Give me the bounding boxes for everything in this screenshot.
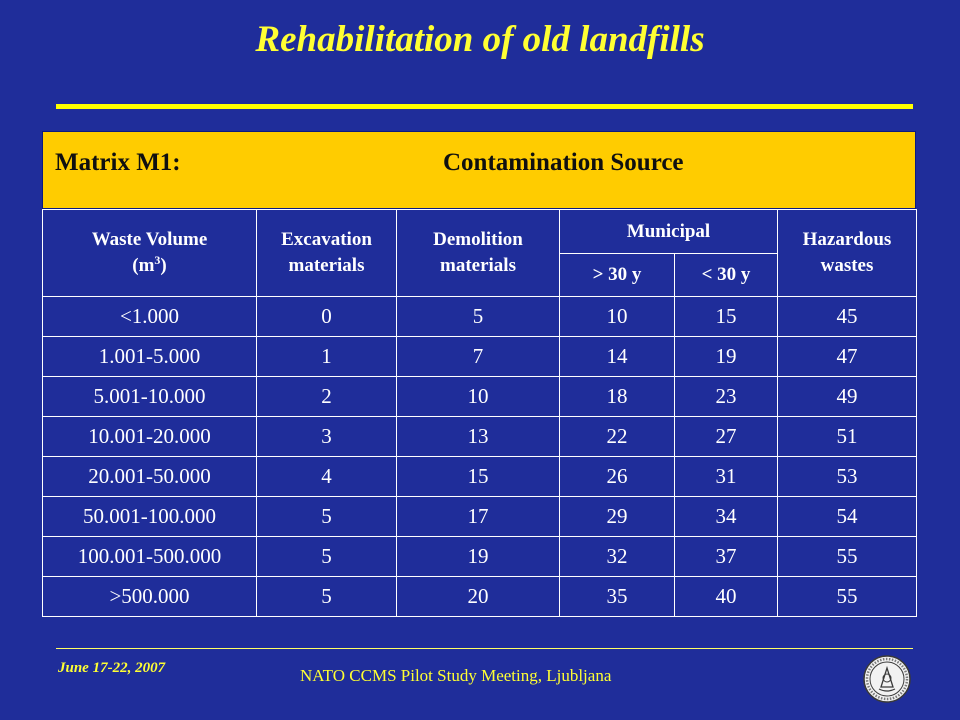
cell-waste-volume: 100.001-500.000 (42, 536, 257, 577)
cell-municipal-new: 37 (674, 536, 778, 577)
cell-hazardous: 45 (777, 296, 917, 337)
header-waste-volume-unit-exp: 3 (154, 253, 161, 267)
table-row: 1.001-5.000 1 7 14 19 47 (42, 336, 917, 377)
cell-excavation: 5 (256, 496, 397, 537)
footer-divider (56, 648, 913, 649)
header-demolition: Demolition materials (396, 209, 560, 297)
cell-municipal-old: 22 (559, 416, 675, 457)
table-row: 50.001-100.000 5 17 29 34 54 (42, 496, 917, 537)
table-row: >500.000 5 20 35 40 55 (42, 576, 917, 617)
header-municipal-old: > 30 y (559, 253, 675, 297)
cell-municipal-new: 15 (674, 296, 778, 337)
cell-excavation: 3 (256, 416, 397, 457)
table-subheader-row: > 30 y < 30 y (43, 253, 917, 297)
header-waste-volume-unit-base: (m (132, 255, 155, 276)
slide-title: Rehabilitation of old landfills (255, 19, 705, 60)
university-seal-icon (863, 655, 911, 703)
header-waste-volume-label: Waste Volume (91, 229, 208, 250)
matrix-source-title: Contamination Source (443, 149, 684, 176)
cell-waste-volume: 50.001-100.000 (42, 496, 257, 537)
footer-date: June 17-22, 2007 (58, 660, 166, 676)
cell-municipal-new: 34 (674, 496, 778, 537)
cell-hazardous: 55 (777, 576, 917, 617)
cell-waste-volume: 1.001-5.000 (42, 336, 257, 377)
cell-excavation: 1 (256, 336, 397, 377)
cell-hazardous: 53 (777, 456, 917, 497)
cell-demolition: 10 (396, 376, 560, 417)
cell-municipal-old: 35 (559, 576, 675, 617)
cell-excavation: 4 (256, 456, 397, 497)
cell-municipal-old: 18 (559, 376, 675, 417)
cell-hazardous: 49 (777, 376, 917, 417)
cell-municipal-new: 23 (674, 376, 778, 417)
cell-municipal-old: 26 (559, 456, 675, 497)
table-row: 20.001-50.000 4 15 26 31 53 (42, 456, 917, 497)
cell-waste-volume: 5.001-10.000 (42, 376, 257, 417)
table-row: 100.001-500.000 5 19 32 37 55 (42, 536, 917, 577)
cell-hazardous: 47 (777, 336, 917, 377)
cell-demolition: 13 (396, 416, 560, 457)
header-municipal-new: < 30 y (674, 253, 778, 297)
header-waste-volume: Waste Volume (m3) (42, 209, 257, 297)
cell-excavation: 5 (256, 576, 397, 617)
table-row: 5.001-10.000 2 10 18 23 49 (42, 376, 917, 417)
table-row: 10.001-20.000 3 13 22 27 51 (42, 416, 917, 457)
cell-demolition: 20 (396, 576, 560, 617)
cell-excavation: 2 (256, 376, 397, 417)
cell-waste-volume: 10.001-20.000 (42, 416, 257, 457)
cell-municipal-old: 32 (559, 536, 675, 577)
cell-demolition: 19 (396, 536, 560, 577)
cell-waste-volume: >500.000 (42, 576, 257, 617)
cell-demolition: 15 (396, 456, 560, 497)
header-waste-volume-unit-close: ) (160, 255, 167, 276)
cell-municipal-new: 27 (674, 416, 778, 457)
cell-municipal-old: 10 (559, 296, 675, 337)
matrix-header-band: Matrix M1: Contamination Source (42, 131, 916, 209)
matrix-label: Matrix M1: (55, 149, 181, 176)
table-row: <1.000 0 5 10 15 45 (42, 296, 917, 337)
cell-hazardous: 55 (777, 536, 917, 577)
cell-hazardous: 51 (777, 416, 917, 457)
cell-excavation: 0 (256, 296, 397, 337)
title-divider (56, 104, 913, 109)
cell-demolition: 5 (396, 296, 560, 337)
footer-meeting: NATO CCMS Pilot Study Meeting, Ljubljana (300, 666, 612, 685)
cell-waste-volume: 20.001-50.000 (42, 456, 257, 497)
table-header-row: Waste Volume (m3) Excavation materials D… (42, 209, 917, 297)
contamination-matrix-table: Waste Volume (m3) Excavation materials D… (42, 209, 917, 617)
cell-demolition: 17 (396, 496, 560, 537)
cell-municipal-new: 40 (674, 576, 778, 617)
cell-hazardous: 54 (777, 496, 917, 537)
header-municipal: Municipal (559, 209, 778, 254)
cell-waste-volume: <1.000 (42, 296, 257, 337)
cell-municipal-new: 19 (674, 336, 778, 377)
header-hazardous: Hazardous wastes (777, 209, 917, 297)
header-excavation: Excavation materials (256, 209, 397, 297)
cell-demolition: 7 (396, 336, 560, 377)
cell-excavation: 5 (256, 536, 397, 577)
cell-municipal-new: 31 (674, 456, 778, 497)
cell-municipal-old: 14 (559, 336, 675, 377)
cell-municipal-old: 29 (559, 496, 675, 537)
